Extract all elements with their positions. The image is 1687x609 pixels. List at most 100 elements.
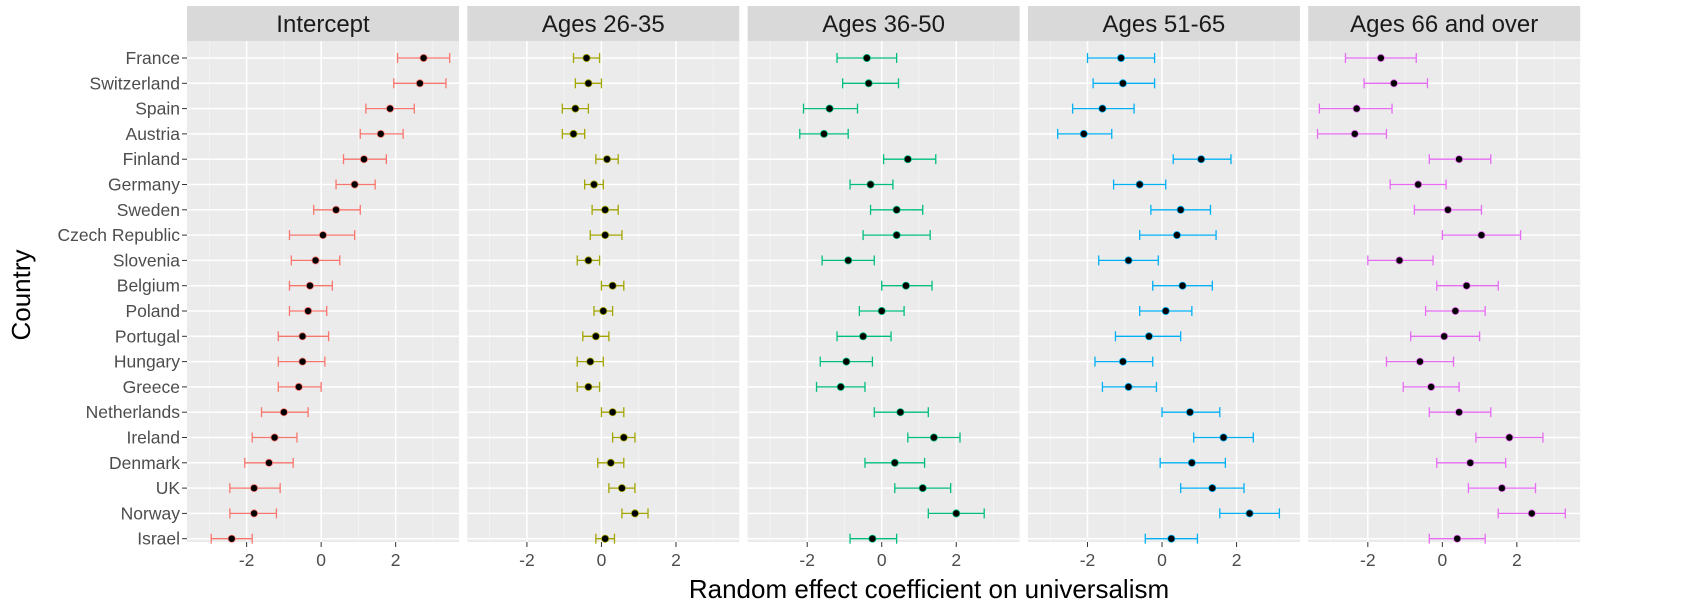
data-point [929, 433, 938, 442]
y-tick-label: Austria [126, 124, 181, 144]
data-point [591, 332, 600, 341]
data-point [1118, 357, 1127, 366]
data-point [892, 231, 901, 240]
facet-panel: Ages 36-50 -2 0 2 [747, 6, 1020, 570]
y-tick-label: Portugal [115, 326, 180, 346]
data-point [1117, 54, 1126, 63]
panel-background [1027, 41, 1300, 542]
facet-panel: Ages 66 and over -2 0 2 [1308, 6, 1581, 570]
data-point [589, 180, 598, 189]
data-point [584, 256, 593, 265]
data-point [1124, 256, 1133, 265]
data-point [1178, 281, 1187, 290]
facet-panels: Intercept -2 0 2 Ages 26-35 -2 0 2 Ages 36-50 -2 0… [187, 6, 1581, 570]
data-point [1427, 382, 1436, 391]
data-point [584, 382, 593, 391]
x-tick-label: -2 [799, 550, 815, 570]
y-tick-label: Germany [108, 175, 180, 195]
data-point [1497, 484, 1506, 493]
data-point [1466, 458, 1475, 467]
x-tick-label: -2 [239, 550, 255, 570]
x-tick-label: 0 [1437, 550, 1447, 570]
y-tick-label: Finland [123, 149, 180, 169]
y-tick-label: UK [156, 478, 181, 498]
data-point [862, 54, 871, 63]
data-point [1453, 534, 1462, 543]
data-point [298, 357, 307, 366]
data-point [901, 281, 910, 290]
data-point [584, 79, 593, 88]
panel-background [747, 41, 1020, 542]
data-point [608, 408, 617, 417]
data-point [264, 458, 273, 467]
facet-strip-label: Ages 36-50 [822, 11, 945, 38]
data-point [1443, 205, 1452, 214]
panel-background [1308, 41, 1581, 542]
data-point [1462, 281, 1471, 290]
data-point [227, 534, 236, 543]
data-point [844, 256, 853, 265]
data-point [332, 205, 341, 214]
data-point [311, 256, 320, 265]
facet-strip [1308, 6, 1581, 41]
data-point [1477, 231, 1486, 240]
data-point [571, 104, 580, 113]
data-point [359, 155, 368, 164]
y-tick-label: Spain [135, 99, 180, 119]
x-tick-label: 2 [1232, 550, 1242, 570]
y-axis: France Switzerland Spain Austria Finland Germ… [57, 48, 187, 549]
data-point [842, 357, 851, 366]
data-point [601, 205, 610, 214]
data-point [877, 306, 886, 315]
x-tick-label: -2 [1080, 550, 1096, 570]
panel-background [467, 41, 740, 542]
data-point [819, 129, 828, 138]
data-point [270, 433, 279, 442]
data-point [419, 54, 428, 63]
data-point [250, 509, 259, 518]
data-point [825, 104, 834, 113]
data-point [1197, 155, 1206, 164]
data-point [601, 231, 610, 240]
data-point [386, 104, 395, 113]
data-point [606, 458, 615, 467]
facet-strip [1027, 6, 1300, 41]
data-point [1455, 408, 1464, 417]
data-point [415, 79, 424, 88]
data-point [608, 281, 617, 290]
data-point [1124, 382, 1133, 391]
data-point [892, 205, 901, 214]
data-point [1167, 534, 1176, 543]
facet-strip-label: Intercept [276, 11, 370, 38]
data-point [918, 484, 927, 493]
data-point [582, 54, 591, 63]
data-point [1176, 205, 1185, 214]
y-tick-label: Greece [123, 377, 180, 397]
data-point [1098, 104, 1107, 113]
x-tick-label: 0 [877, 550, 887, 570]
data-point [1208, 484, 1217, 493]
x-tick-label: 2 [671, 550, 681, 570]
panel-background [187, 41, 459, 542]
data-point [318, 231, 327, 240]
data-point [1144, 332, 1153, 341]
facet-panel: Ages 51-65 -2 0 2 [1027, 6, 1300, 570]
x-tick-label: 0 [316, 550, 326, 570]
data-point [599, 306, 608, 315]
data-point [1451, 306, 1460, 315]
data-point [617, 484, 626, 493]
data-point [1440, 332, 1449, 341]
y-tick-label: France [126, 48, 180, 68]
data-point [630, 509, 639, 518]
facet-panel: Ages 26-35 -2 0 2 [467, 6, 740, 570]
data-point [1395, 256, 1404, 265]
data-point [890, 458, 899, 467]
y-tick-label: Sweden [117, 200, 180, 220]
facet-strip [187, 6, 459, 41]
data-point [952, 509, 961, 518]
facet-strip-label: Ages 66 and over [1350, 11, 1538, 38]
data-point [1389, 79, 1398, 88]
y-tick-label: Slovenia [113, 250, 180, 270]
data-point [1245, 509, 1254, 518]
data-point [1161, 306, 1170, 315]
